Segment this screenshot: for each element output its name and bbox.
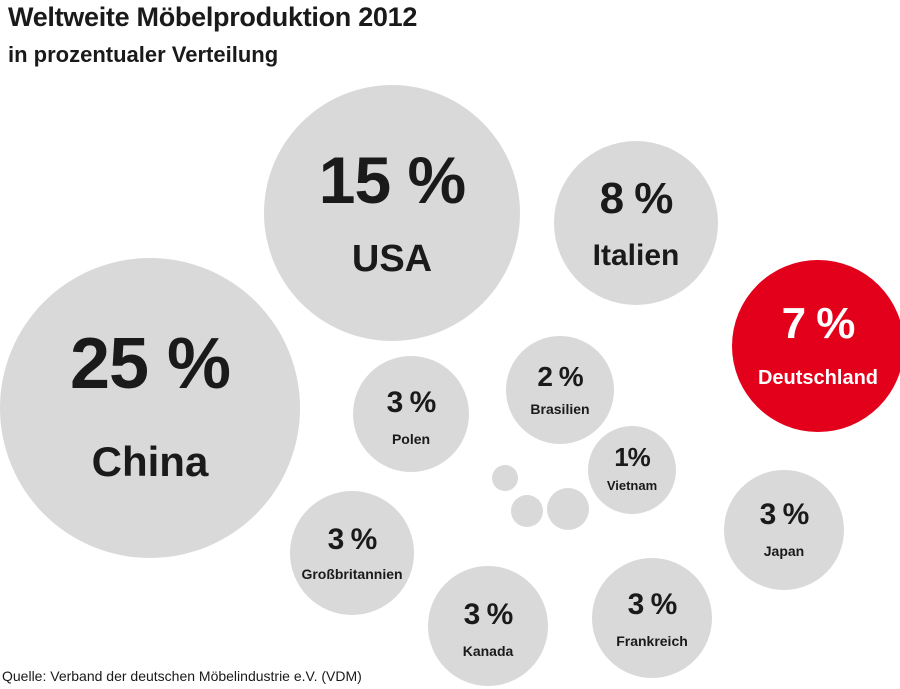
value-label-deutschland: 7 %: [782, 299, 855, 348]
value-label-usa: 15 %: [319, 143, 465, 217]
category-label-usa: USA: [352, 238, 432, 280]
bubble-deutschland: 7 % Deutschland: [732, 260, 900, 432]
bubble-circle-china: [0, 258, 300, 558]
bubble-circle-deutschland: [732, 260, 900, 432]
bubble-circle-usa: [264, 85, 520, 341]
value-label-polen: 3 %: [387, 386, 436, 419]
category-label-japan: Japan: [764, 543, 804, 559]
chart-title: Weltweite Möbelproduktion 2012: [8, 2, 418, 32]
bubble-circle-japan: [724, 470, 844, 590]
bubble-japan: 3 % Japan: [724, 470, 844, 590]
value-label-grossbritannien: 3 %: [328, 523, 377, 556]
bubble-kanada: 3 % Kanada: [428, 566, 548, 686]
category-label-deutschland: Deutschland: [758, 367, 878, 389]
decorative-bubble-1: [492, 465, 518, 491]
category-label-brasilien: Brasilien: [530, 401, 589, 417]
bubble-brasilien: 2 % Brasilien: [506, 336, 614, 444]
value-label-brasilien: 2 %: [537, 361, 583, 392]
bubble-polen: 3 % Polen: [353, 356, 469, 472]
category-label-vietnam: Vietnam: [607, 478, 657, 493]
bubble-circle-grossbritannien: [290, 491, 414, 615]
bubble-china: 25 % China: [0, 258, 300, 558]
decorative-bubble-3: [547, 488, 589, 530]
bubble-grossbritannien: 3 % Großbritannien: [290, 491, 414, 615]
value-label-frankreich: 3 %: [628, 588, 677, 621]
bubble-circle-frankreich: [592, 558, 712, 678]
bubble-circle-polen: [353, 356, 469, 472]
bubble-circle-brasilien: [506, 336, 614, 444]
category-label-italien: Italien: [593, 239, 680, 272]
category-label-frankreich: Frankreich: [616, 633, 688, 649]
category-label-grossbritannien: Großbritannien: [301, 566, 402, 582]
value-label-kanada: 3 %: [464, 598, 513, 631]
bubble-usa: 15 % USA: [264, 85, 520, 341]
category-label-polen: Polen: [392, 431, 430, 447]
decorative-bubble-2: [511, 495, 543, 527]
bubble-circle-kanada: [428, 566, 548, 686]
bubble-italien: 8 % Italien: [554, 141, 718, 305]
bubble-frankreich: 3 % Frankreich: [592, 558, 712, 678]
value-label-vietnam: 1%: [614, 442, 650, 472]
bubble-circle-vietnam: [588, 426, 676, 514]
category-label-kanada: Kanada: [463, 643, 514, 659]
bubble-circle-italien: [554, 141, 718, 305]
value-label-china: 25 %: [70, 324, 230, 404]
value-label-italien: 8 %: [600, 174, 673, 223]
chart-subtitle: in prozentualer Verteilung: [8, 42, 279, 67]
value-label-japan: 3 %: [760, 498, 809, 531]
category-label-china: China: [92, 438, 209, 485]
source-note: Quelle: Verband der deutschen Möbelindus…: [2, 668, 362, 684]
bubble-vietnam: 1% Vietnam: [588, 426, 676, 514]
